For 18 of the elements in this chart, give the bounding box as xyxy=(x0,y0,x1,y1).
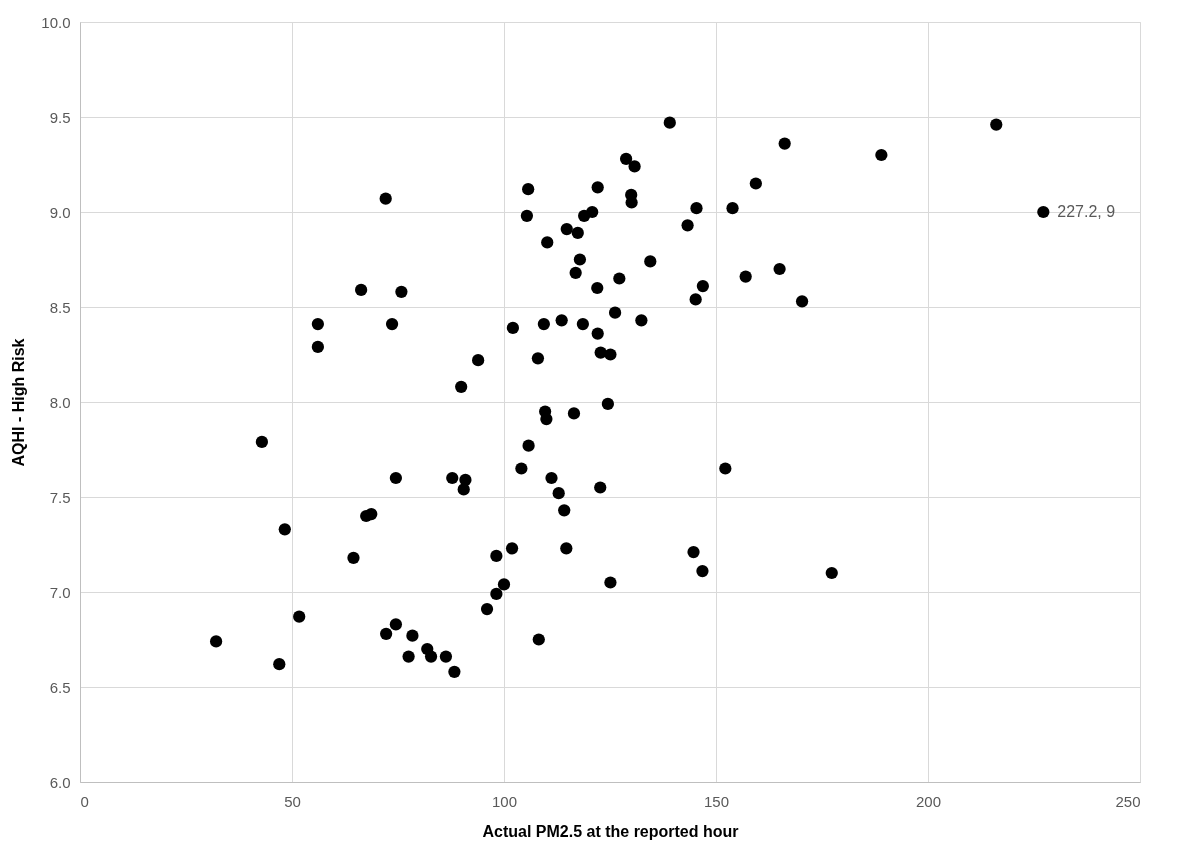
y-tick-label: 9.5 xyxy=(49,108,71,126)
y-axis-title: AQHI - High Risk xyxy=(10,338,28,467)
y-tick-label: 7.0 xyxy=(49,583,71,601)
x-tick-label: 100 xyxy=(491,792,518,810)
x-tick-label: 0 xyxy=(80,792,89,810)
y-tick-label: 8.5 xyxy=(49,298,71,316)
x-tick-label: 50 xyxy=(284,792,301,810)
y-tick-label: 10.0 xyxy=(41,13,71,31)
y-tick-label: 9.0 xyxy=(49,203,71,221)
y-tick-label: 6.5 xyxy=(49,678,71,696)
x-tick-label: 150 xyxy=(703,792,730,810)
y-tick-label: 8.0 xyxy=(49,393,71,411)
x-tick-label: 250 xyxy=(1115,792,1141,810)
data-label: 227.2, 9 xyxy=(1057,203,1116,220)
x-axis-title: Actual PM2.5 at the reported hour xyxy=(482,822,739,840)
y-tick-label: 6.0 xyxy=(49,773,71,791)
y-tick-label: 7.5 xyxy=(49,488,71,506)
x-tick-label: 200 xyxy=(915,792,942,810)
